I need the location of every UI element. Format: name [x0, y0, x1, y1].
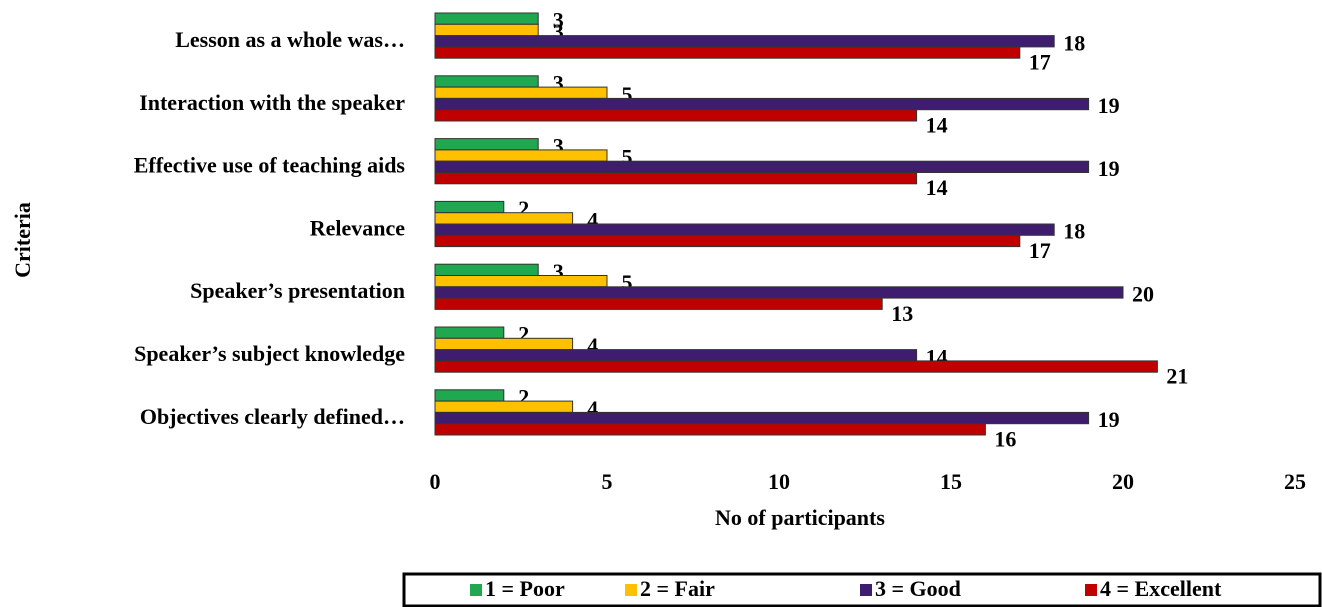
- data-label: 3: [553, 133, 564, 158]
- legend-label: 3 = Good: [875, 576, 961, 601]
- x-tick-label: 15: [940, 469, 962, 494]
- x-tick-label: 0: [430, 469, 441, 494]
- data-label: 20: [1132, 281, 1154, 306]
- legend-label: 4 = Excellent: [1100, 576, 1222, 601]
- data-label: 18: [1063, 30, 1085, 55]
- x-tick-label: 20: [1112, 469, 1134, 494]
- data-label: 17: [1029, 238, 1051, 263]
- data-label: 3: [553, 8, 564, 33]
- bar: [434, 23, 539, 37]
- data-label: 3: [553, 70, 564, 95]
- y-tick-label: Speaker’s subject knowledge: [134, 341, 405, 366]
- x-axis-label: No of participants: [715, 505, 885, 530]
- bar: [434, 46, 1021, 59]
- x-tick-label: 25: [1284, 469, 1306, 494]
- legend-label: 2 = Fair: [640, 576, 715, 601]
- data-label: 4: [587, 396, 598, 421]
- data-label: 19: [1098, 156, 1120, 181]
- bar: [434, 411, 1090, 425]
- bar: [434, 223, 1055, 236]
- bar: [434, 97, 1090, 111]
- bar: [434, 389, 505, 402]
- bar: [434, 286, 1124, 299]
- y-axis-label: Criteria: [10, 202, 35, 278]
- x-tick-label: 10: [768, 469, 790, 494]
- data-label: 2: [518, 384, 529, 409]
- bar: [434, 138, 539, 151]
- data-label: 16: [994, 426, 1016, 451]
- data-label: 4: [587, 333, 598, 358]
- bar: [434, 172, 918, 185]
- y-tick-label: Relevance: [310, 215, 406, 240]
- bar: [434, 160, 1090, 173]
- data-label: 17: [1029, 50, 1051, 75]
- bar: [434, 149, 608, 162]
- bar: [434, 423, 986, 436]
- y-tick-label: Interaction with the speaker: [139, 90, 405, 115]
- bar: [434, 12, 539, 25]
- bar: [434, 297, 883, 310]
- data-label: 5: [622, 270, 633, 295]
- bar: [434, 86, 608, 99]
- legend-swatch: [1085, 584, 1097, 596]
- bar: [434, 349, 918, 362]
- legend-box: [402, 572, 1322, 607]
- legend-swatch: [625, 584, 637, 596]
- bar: [434, 75, 539, 88]
- data-label: 14: [926, 112, 948, 137]
- data-label: 18: [1063, 219, 1085, 244]
- bar: [434, 212, 574, 225]
- data-label: 4: [587, 207, 598, 232]
- data-label: 2: [518, 196, 529, 221]
- legend-swatch: [860, 584, 872, 596]
- legend-swatch: [470, 584, 482, 596]
- data-label: 3: [553, 259, 564, 284]
- data-label: 3: [553, 19, 564, 44]
- y-tick-label: Objectives clearly defined…: [140, 404, 405, 429]
- bar: [434, 200, 505, 214]
- data-label: 2: [518, 322, 529, 347]
- data-label: 5: [622, 82, 633, 107]
- bar: [434, 326, 505, 339]
- data-label: 5: [622, 145, 633, 170]
- bar: [434, 275, 608, 288]
- bar: [434, 234, 1021, 248]
- bar: [434, 360, 1158, 373]
- bar: [434, 35, 1055, 48]
- x-tick-label: 5: [602, 469, 613, 494]
- data-label: 19: [1098, 407, 1120, 432]
- legend-label: 1 = Poor: [485, 576, 565, 601]
- bar: [434, 400, 574, 413]
- bar: [434, 109, 918, 122]
- data-label: 14: [926, 175, 948, 200]
- y-tick-label: Effective use of teaching aids: [134, 153, 406, 178]
- data-label: 13: [891, 301, 913, 326]
- bar: [434, 263, 539, 277]
- y-tick-label: Speaker’s presentation: [190, 278, 405, 303]
- data-label: 21: [1166, 364, 1188, 389]
- y-tick-label: Lesson as a whole was…: [175, 27, 405, 52]
- data-label: 19: [1098, 93, 1120, 118]
- bar: [434, 337, 574, 351]
